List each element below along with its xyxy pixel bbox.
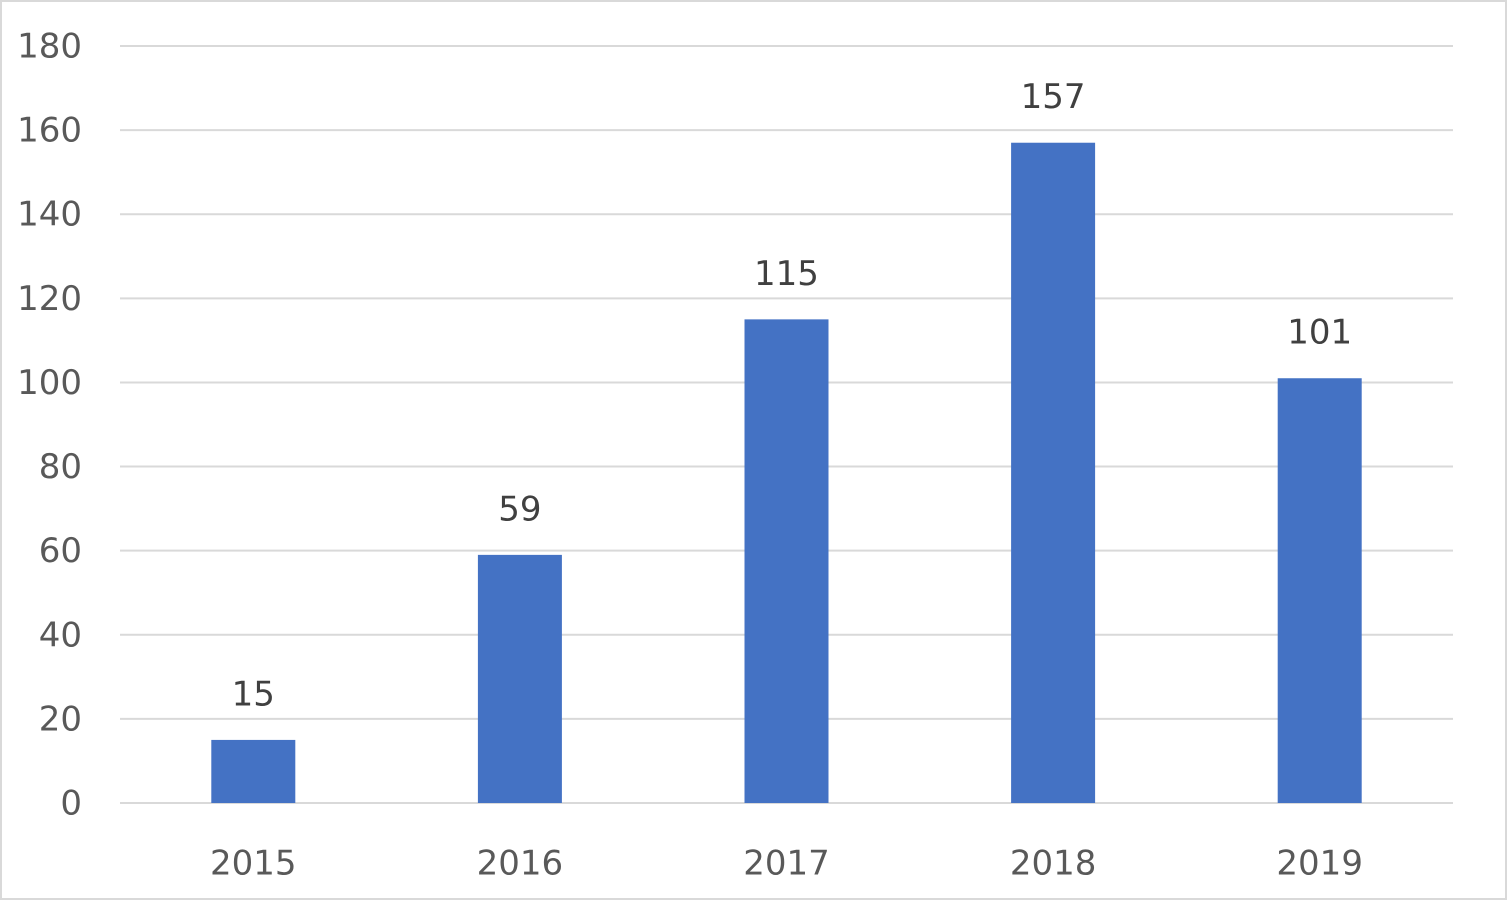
- x-tick-label: 2016: [477, 844, 564, 884]
- y-tick-label: 40: [39, 615, 82, 655]
- x-tick-label: 2019: [1276, 844, 1363, 884]
- y-tick-label: 120: [17, 279, 82, 319]
- bar: [744, 319, 829, 803]
- value-label: 15: [232, 674, 275, 714]
- y-tick-label: 20: [39, 699, 82, 739]
- x-tick-label: 2015: [210, 844, 297, 884]
- y-tick-label: 160: [17, 111, 82, 151]
- x-tick-label: 2017: [743, 844, 830, 884]
- y-tick-label: 60: [39, 531, 82, 571]
- y-tick-label: 80: [39, 447, 82, 487]
- value-label: 115: [754, 254, 819, 294]
- bar: [1277, 378, 1362, 803]
- y-tick-label: 0: [60, 784, 82, 824]
- y-tick-label: 140: [17, 195, 82, 235]
- bar: [477, 554, 562, 803]
- value-label: 59: [498, 489, 541, 529]
- x-tick-label: 2018: [1010, 844, 1097, 884]
- y-tick-label: 180: [17, 27, 82, 67]
- value-label: 157: [1021, 77, 1086, 117]
- bar: [1011, 142, 1096, 803]
- bar: [211, 739, 296, 803]
- value-label: 101: [1287, 313, 1352, 353]
- y-tick-label: 100: [17, 363, 82, 403]
